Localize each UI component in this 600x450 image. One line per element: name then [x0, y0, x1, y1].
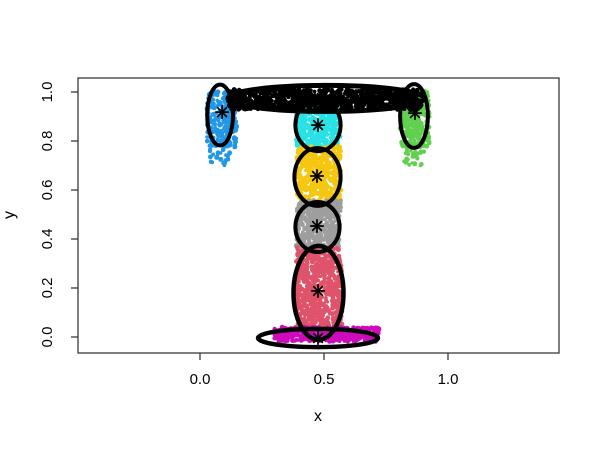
x-axis-ticks: 0.0 0.5 1.0: [190, 353, 459, 388]
x-tick-label: 0.0: [190, 371, 211, 388]
x-axis-title: x: [314, 408, 322, 425]
cluster-ellipse-bar-right: [398, 82, 430, 150]
cluster-center-marker-base: [310, 330, 326, 346]
cluster-ellipse-base: [255, 326, 381, 350]
cluster-center-marker-bar-right: [407, 106, 423, 121]
x-tick-label: 1.0: [438, 371, 459, 388]
cluster-center-marker-bar-top: [314, 90, 330, 105]
cluster-ellipse-stem-middle: [293, 200, 342, 254]
cluster-ellipse-bar-left: [205, 82, 236, 148]
y-tick-label: 1.0: [39, 82, 56, 103]
cluster-center-marker-stem-top: [310, 118, 326, 133]
cluster-ellipse-stem-upper: [292, 146, 343, 208]
y-tick-label: 0.8: [39, 131, 56, 152]
y-tick-label: 0.4: [39, 229, 56, 250]
cluster-ellipse-stem-top: [293, 97, 343, 154]
y-axis-title: y: [1, 211, 18, 219]
cluster-center-marker-stem-middle: [309, 218, 325, 234]
y-tick-label: 0.6: [39, 180, 56, 201]
cluster-ellipse-bar-top: [225, 82, 427, 114]
cluster-center-marker-stem-upper: [309, 168, 325, 184]
cluster-center-marker-stem-lower: [310, 283, 326, 298]
y-axis-ticks: 0.0 0.2 0.4 0.6 0.8 1.0: [39, 82, 78, 348]
y-tick-label: 0.2: [39, 278, 56, 299]
plot-box: [77, 77, 560, 354]
y-tick-label: 0.0: [39, 327, 56, 348]
x-tick-label: 0.5: [314, 371, 335, 388]
cluster-center-marker-bar-left: [215, 105, 230, 120]
